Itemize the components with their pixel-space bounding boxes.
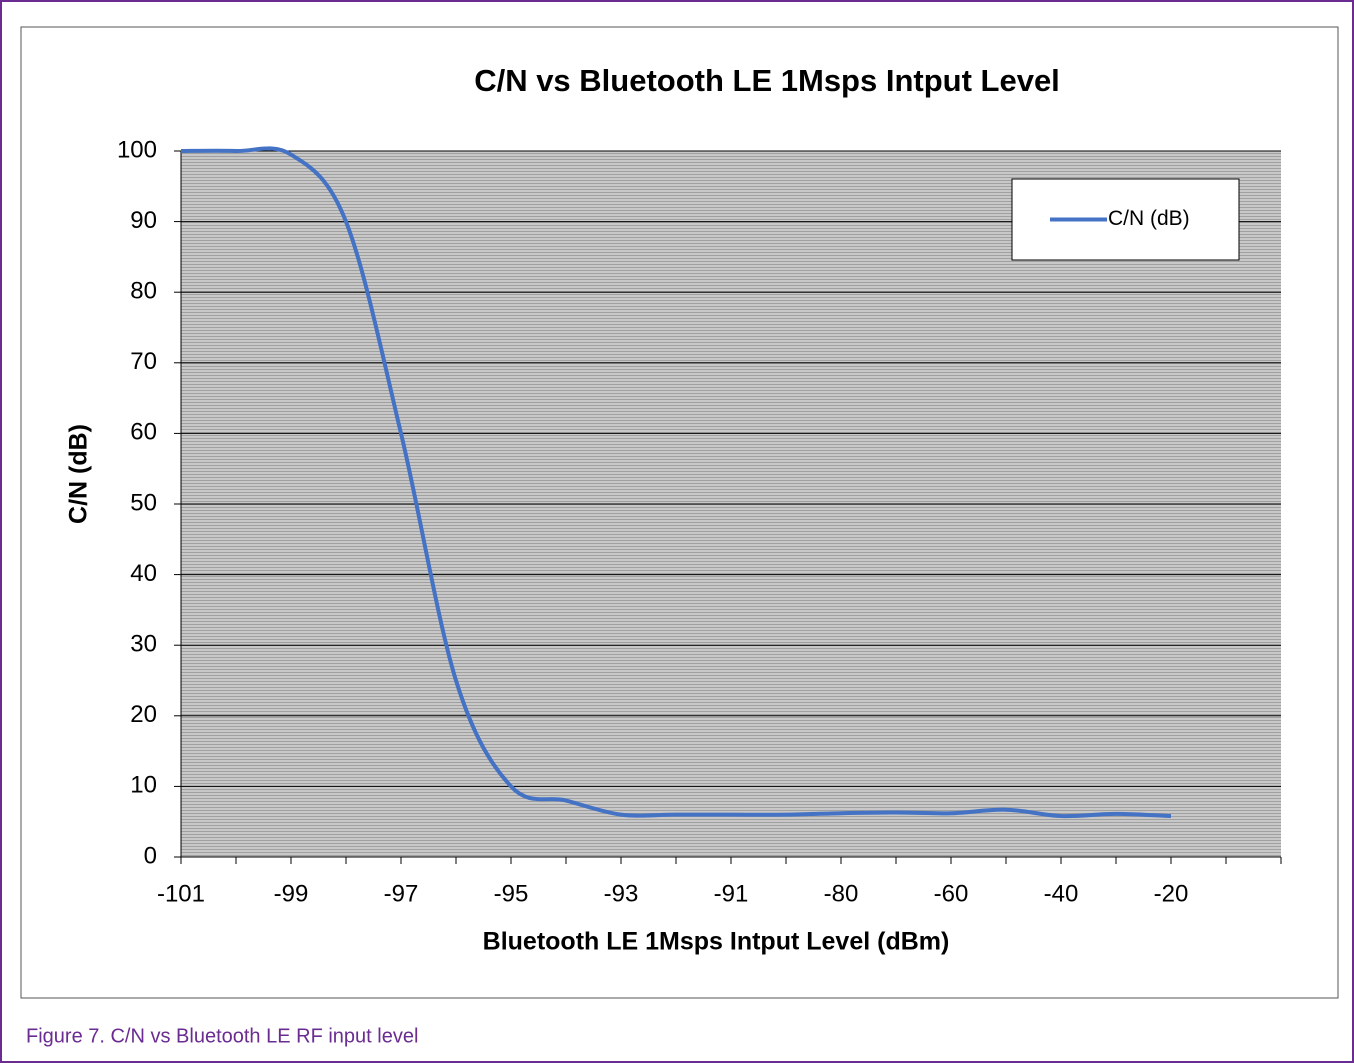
y-tick-label: 100 <box>117 136 157 163</box>
x-tick-label: -20 <box>1154 880 1189 907</box>
y-tick-label: 0 <box>144 842 157 869</box>
x-tick-label: -93 <box>604 880 639 907</box>
chart-title: C/N vs Bluetooth LE 1Msps Intput Level <box>474 63 1060 98</box>
y-tick-label: 20 <box>130 701 157 728</box>
y-tick-label: 30 <box>130 631 157 658</box>
y-tick-label: 90 <box>130 207 157 234</box>
legend-box <box>1011 178 1240 261</box>
y-axis-title: C/N (dB) <box>65 424 93 524</box>
x-tick-label: -91 <box>714 880 749 907</box>
y-tick-label: 10 <box>130 772 157 799</box>
caption: Figure 7. C/N vs Bluetooth LE RF input l… <box>26 1025 418 1047</box>
x-tick-label: -97 <box>384 880 419 907</box>
legend-label: C/N (dB) <box>1108 207 1190 230</box>
x-tick-label: -60 <box>934 880 969 907</box>
line-series <box>180 146 1172 819</box>
y-tick-label: 80 <box>130 278 157 305</box>
x-tick-label: -95 <box>494 880 529 907</box>
x-tick-label: -40 <box>1044 880 1079 907</box>
y-tick-label: 50 <box>130 489 157 516</box>
y-tick-label: 40 <box>130 560 157 587</box>
x-tick-label: -99 <box>274 880 309 907</box>
y-tick-label: 60 <box>130 419 157 446</box>
x-axis-title: Bluetooth LE 1Msps Intput Level (dBm) <box>483 928 950 956</box>
x-tick-label: -101 <box>157 880 205 907</box>
y-tick-label: 70 <box>130 348 157 375</box>
x-tick-label: -80 <box>824 880 859 907</box>
